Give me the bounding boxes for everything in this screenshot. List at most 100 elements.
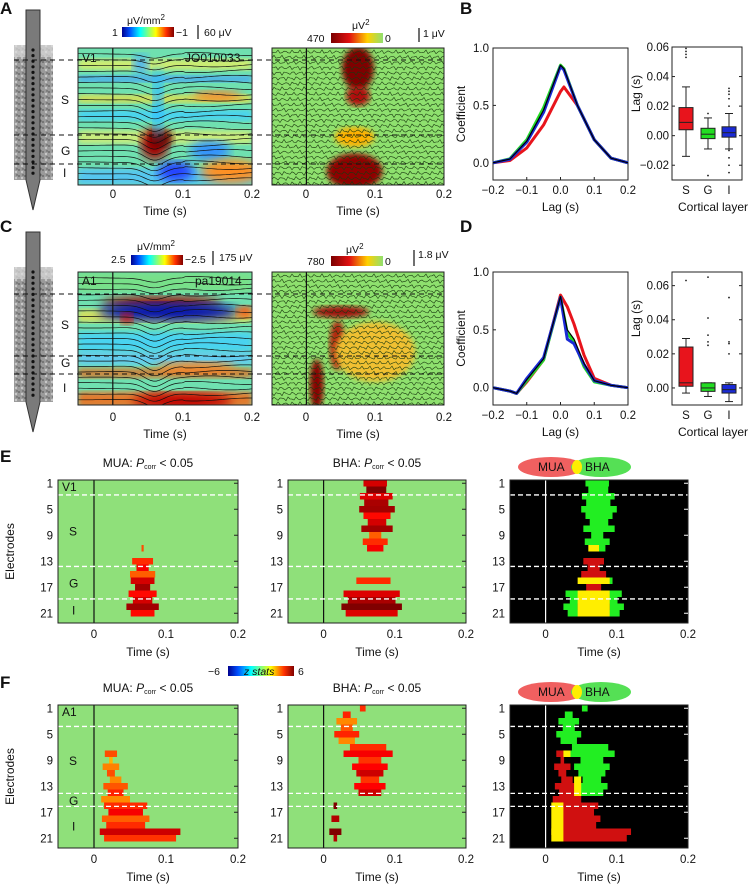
power-image-c-trace <box>272 330 444 336</box>
power-image-a-trace <box>272 170 444 176</box>
probe-a-contact <box>31 115 35 119</box>
panel-f-mua-title-p: P <box>136 681 144 695</box>
xtick-a2-2: 0.2 <box>436 189 452 201</box>
power-image-c-trace <box>272 278 444 284</box>
panel-e-layer-label: S <box>69 525 77 539</box>
power-image-a-blob <box>346 85 370 106</box>
lag-box-b-ytick-label: 0.02 <box>647 101 669 113</box>
csd-image-a-band <box>78 94 252 103</box>
power-image-c-trace <box>272 370 444 376</box>
panel-e-overlap-ytick-label: 17 <box>492 582 505 594</box>
xtick-c2-1: 0.1 <box>367 412 383 424</box>
lag-box-b-outlier <box>685 47 687 50</box>
panel-f-overlap-xtick-label: 0 <box>542 854 548 866</box>
csd-image-a-trace <box>78 114 252 126</box>
panel-label-a: A <box>0 0 12 18</box>
panel-label-d: D <box>460 217 472 236</box>
xcorr-d-xtick-label: 0.1 <box>586 410 602 422</box>
panel-f-overlap-bha-cell <box>565 750 615 757</box>
probe-a-contact <box>31 76 35 80</box>
panel-e-mua-mua-cell <box>132 558 154 565</box>
power-image-c-trace <box>272 335 444 341</box>
panel-e-overlap-ytick-label: 13 <box>492 556 505 568</box>
panel-f-area-label: A1 <box>62 705 77 719</box>
panel-f-bha-title-prefix: BHA: <box>333 681 364 695</box>
csd-image-c-trace <box>78 292 252 300</box>
panel-e-area-label: V1 <box>62 480 77 494</box>
panel-e-bha-bha-cell <box>363 512 391 519</box>
panel-f-bha-bha-cell <box>358 757 382 764</box>
lag-box-d-outlier <box>707 341 709 343</box>
panel-e-bha-xtick-label: 0 <box>320 629 326 641</box>
power-image-c-trace <box>272 314 444 319</box>
csd-scale-a: 60 μV <box>204 27 232 39</box>
panel-e-mua-mua-cell <box>130 571 156 578</box>
csd-colorbar-min-c: 2.5 <box>111 254 126 266</box>
panel-f-overlap-ytick-label: 21 <box>492 833 505 845</box>
power-colorbar-min-c: 0 <box>385 256 391 268</box>
xcorr-d-xtick-label: −0.2 <box>482 410 505 422</box>
panel-e-mua-mua-cell <box>136 564 149 571</box>
panel-f-overlap-xtick-label: 0.2 <box>680 854 696 866</box>
zstats-min: −6 <box>208 666 220 678</box>
panel-f-layer-label: S <box>69 754 77 768</box>
csd-image-a-trace <box>78 154 252 166</box>
panel-f-overlap-ytick-label: 9 <box>499 755 505 767</box>
panel-f-bha-xtick-label: 0 <box>320 854 326 866</box>
lag-box-b-ylabel: Lag (s) <box>629 75 643 112</box>
panel-e-bha-bha-cell <box>367 519 387 526</box>
probe-c-contact <box>31 348 35 352</box>
csd-image-a-trace <box>78 86 252 96</box>
panel-e-mua-ytick-label: 1 <box>47 478 53 490</box>
xcorr-b-xtick-label: −0.2 <box>482 185 505 197</box>
probe-c-contact <box>31 365 35 369</box>
power-image-c-trace <box>272 350 444 356</box>
lag-box-b-outlier <box>685 53 687 56</box>
layer-label-s-a: S <box>61 93 69 107</box>
panel-f-bha-bha-cell <box>342 711 351 718</box>
probe-c-contact <box>31 337 35 341</box>
panel-f-mua-mua-cell <box>106 770 115 777</box>
csd-scale-c: 175 μV <box>219 252 253 264</box>
panel-e-mua-frame <box>57 479 239 624</box>
panel-label-f: F <box>0 673 10 692</box>
probe-c-contact <box>31 360 35 364</box>
area-label-a: V1 <box>82 51 97 65</box>
xcorr-b-ylabel: Coefficient <box>454 85 468 142</box>
power-image-c-trace <box>272 273 444 279</box>
panel-f-mua-mua-cell <box>104 835 177 842</box>
panel-e-overlap-mua-cell <box>586 584 602 591</box>
power-image-a-trace <box>272 165 444 171</box>
csd-image-c-trace <box>78 375 252 387</box>
panel-e-mua-mua-cell <box>135 584 151 591</box>
panel-f-mua-xlabel: Time (s) <box>126 870 170 884</box>
panel-e-mua-title-sub: corr <box>144 464 157 471</box>
power-image-c-trace <box>272 309 444 314</box>
probe-c-contact <box>31 320 35 324</box>
csd-image-a-trace <box>78 69 252 77</box>
panel-f-bha-title-sub: corr <box>372 689 385 696</box>
lag-box-d-outlier <box>728 352 730 355</box>
panel-f-mua-mua-cell <box>109 776 122 783</box>
csd-colorbar-max-a: −1 <box>176 27 188 39</box>
lag-box-d-category-label: G <box>704 410 713 422</box>
lag-box-d-box-S <box>678 346 694 387</box>
probe-c-contact <box>31 276 35 280</box>
panel-f-overlap-mua-cell <box>561 776 573 783</box>
panel-f-bha-xtick-label: 0.2 <box>458 854 474 866</box>
panel-e-overlap-ytick-label: 1 <box>499 478 505 490</box>
panel-e-mua-xlabel: Time (s) <box>126 645 170 659</box>
panel-f-mua-heatmap <box>57 704 239 849</box>
panel-f-overlap-mua-cell <box>560 757 565 764</box>
power-image-c-trace <box>272 283 444 289</box>
xcorr-d-ytick-label: 1.0 <box>473 267 489 279</box>
power-image-c-trace <box>272 299 444 305</box>
panel-f-overlap-mua-cell <box>554 763 571 770</box>
probe-a-contact <box>31 54 35 58</box>
panel-f-mua-ytick-label: 21 <box>40 833 53 845</box>
probe-a-contact <box>31 65 35 69</box>
probe-c-contact <box>31 376 35 380</box>
panel-f-overlap-xtick-label: 0.1 <box>609 854 625 866</box>
probe-c-contact <box>31 388 35 392</box>
panel-e-bha-title-suffix: < 0.05 <box>384 456 421 470</box>
